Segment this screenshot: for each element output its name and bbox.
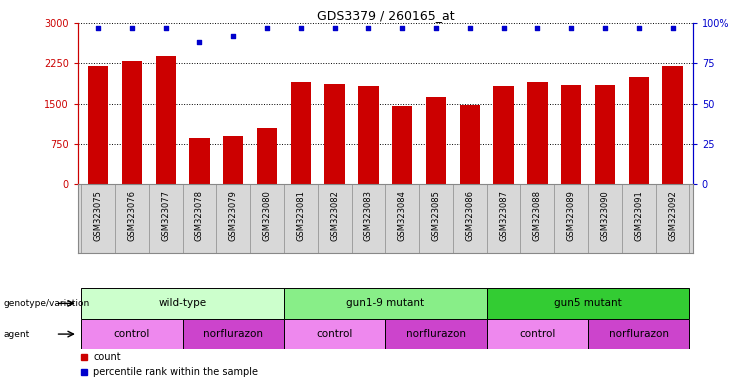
Point [193, 39, 205, 45]
Text: GSM323079: GSM323079 [229, 190, 238, 241]
Title: GDS3379 / 260165_at: GDS3379 / 260165_at [316, 9, 454, 22]
Bar [88, 66, 108, 184]
Text: GSM323082: GSM323082 [330, 190, 339, 241]
Text: GSM323084: GSM323084 [398, 190, 407, 241]
Bar [528, 82, 548, 184]
Point [599, 25, 611, 31]
Bar [426, 97, 446, 184]
Text: percentile rank within the sample: percentile rank within the sample [93, 367, 258, 377]
Point [633, 25, 645, 31]
Bar [561, 85, 582, 184]
Text: agent: agent [4, 329, 30, 339]
Point [92, 25, 104, 31]
Point [126, 25, 138, 31]
Bar [290, 82, 311, 184]
Bar [359, 86, 379, 184]
Text: norflurazon: norflurazon [203, 329, 263, 339]
Bar [284, 288, 487, 319]
Text: GSM323081: GSM323081 [296, 190, 305, 241]
Text: control: control [316, 329, 353, 339]
Text: gun1-9 mutant: gun1-9 mutant [346, 298, 425, 308]
Text: GSM323090: GSM323090 [600, 190, 610, 241]
Bar [588, 319, 689, 349]
Bar [82, 288, 284, 319]
Bar [122, 61, 142, 184]
Bar [385, 319, 487, 349]
Text: GSM323092: GSM323092 [668, 190, 677, 241]
Bar [223, 136, 243, 184]
Point [160, 25, 172, 31]
Text: count: count [93, 352, 121, 362]
Point [464, 25, 476, 31]
Point [295, 25, 307, 31]
Text: GSM323076: GSM323076 [127, 190, 136, 241]
Bar [662, 66, 682, 184]
Text: GSM323078: GSM323078 [195, 190, 204, 241]
Text: GSM323077: GSM323077 [161, 190, 170, 241]
Point [329, 25, 341, 31]
Text: wild-type: wild-type [159, 298, 207, 308]
Text: GSM323091: GSM323091 [634, 190, 643, 241]
Point [565, 25, 577, 31]
Text: GSM323083: GSM323083 [364, 190, 373, 241]
Text: control: control [113, 329, 150, 339]
Text: genotype/variation: genotype/variation [4, 299, 90, 308]
Bar [487, 288, 689, 319]
Text: GSM323085: GSM323085 [431, 190, 440, 241]
Point [227, 33, 239, 39]
Bar [392, 106, 412, 184]
Text: norflurazon: norflurazon [406, 329, 466, 339]
Text: control: control [519, 329, 556, 339]
Text: GSM323086: GSM323086 [465, 190, 474, 241]
Text: GSM323088: GSM323088 [533, 190, 542, 241]
Text: norflurazon: norflurazon [609, 329, 669, 339]
Point [362, 25, 374, 31]
Text: GSM323087: GSM323087 [499, 190, 508, 241]
Point [396, 25, 408, 31]
Bar [487, 319, 588, 349]
Point [531, 25, 543, 31]
Text: GSM323075: GSM323075 [93, 190, 102, 241]
Bar [325, 84, 345, 184]
Bar [494, 86, 514, 184]
Point [667, 25, 679, 31]
Bar [82, 319, 182, 349]
Bar [284, 319, 385, 349]
Bar [182, 319, 284, 349]
Bar [257, 128, 277, 184]
Point [261, 25, 273, 31]
Bar [595, 85, 615, 184]
Text: GSM323089: GSM323089 [567, 190, 576, 241]
Point [430, 25, 442, 31]
Bar [459, 105, 480, 184]
Text: gun5 mutant: gun5 mutant [554, 298, 622, 308]
Bar [189, 137, 210, 184]
Bar [156, 56, 176, 184]
Text: GSM323080: GSM323080 [262, 190, 271, 241]
Point [498, 25, 510, 31]
Bar [628, 77, 649, 184]
